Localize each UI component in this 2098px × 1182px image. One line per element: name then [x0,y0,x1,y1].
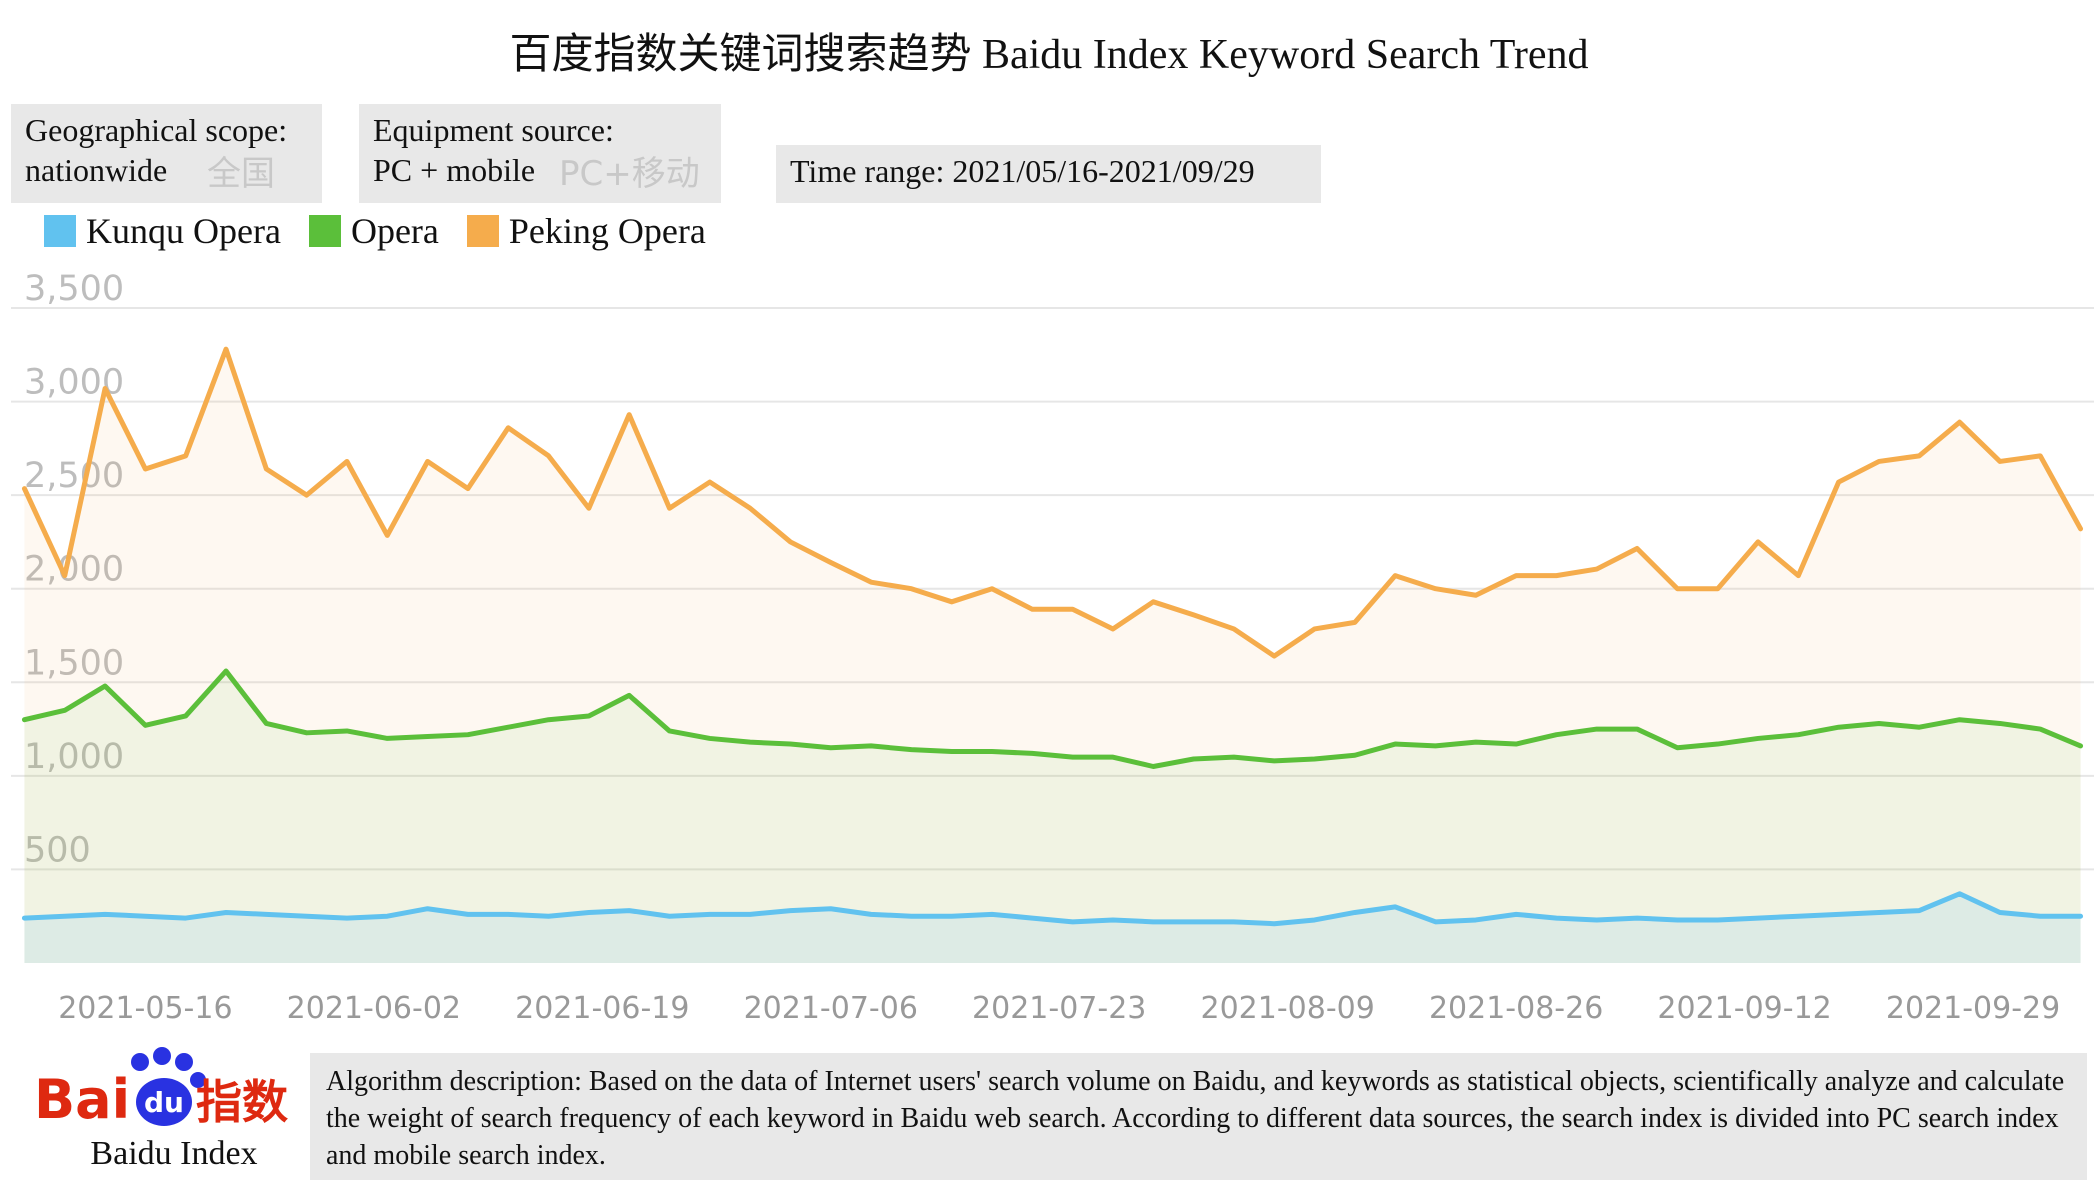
logo-text: 指数 [196,1075,288,1129]
chart: 5001,0001,5002,0002,5003,0003,5002021-05… [11,269,2094,1026]
legend-item: Kunqu Opera [44,210,281,252]
paw-toe [131,1053,149,1071]
paw-toe [175,1053,193,1071]
series-line [21,346,2084,659]
legend-swatch [466,215,499,247]
page-title: 百度指数关键词搜索趋势 Baidu Index Keyword Search T… [509,32,1589,78]
paw-toe [153,1047,171,1065]
filter-box: Time range: 2021/05/16-2021/09/29 [776,145,1321,203]
x-tick-label: 2021-09-12 [1657,991,1831,1026]
x-tick-label: 2021-05-16 [58,991,232,1026]
paw-toe [190,1072,206,1088]
area [24,349,2081,964]
x-tick-label: 2021-06-19 [515,991,689,1026]
legend-label: Kunqu Opera [86,211,281,251]
x-tick-label: 2021-08-26 [1429,991,1603,1026]
y-tick-label: 500 [24,830,91,870]
filter-box: 全国 Geographical scope: nationwide [11,104,322,203]
paw-pad [136,1078,192,1126]
legend-item: Opera [308,210,439,252]
x-tick-label: 2021-06-02 [287,991,461,1026]
area [24,893,2081,963]
filter-line: nationwide [25,152,168,188]
legend-swatch [308,215,341,247]
legend: Kunqu Opera Opera Peking Opera [44,210,706,252]
algorithm-description: Algorithm description: Based on the data… [310,1053,2087,1180]
y-tick-label: 2,500 [24,456,124,496]
filter-line: Geographical scope: [25,112,288,148]
legend-swatch [44,215,76,247]
logo-text: Bai [34,1068,130,1131]
legend-item: Peking Opera [466,210,706,252]
filter-line: Time range: 2021/05/16-2021/09/29 [790,153,1255,189]
x-tick-label: 2021-09-29 [1886,991,2060,1026]
y-tick-label: 2,000 [24,550,124,590]
ghost-text: 全国 [207,154,275,194]
logo-caption: Baidu Index [90,1135,257,1172]
area [24,671,2081,963]
x-tick-label: 2021-08-09 [1200,991,1374,1026]
y-tick-label: 1,000 [24,737,124,777]
filter-line: Equipment source: [373,112,614,148]
filter-box: PC+移动 Equipment source: PC + mobile [359,104,721,203]
x-tick-label: 2021-07-06 [744,991,918,1026]
x-tick-label: 2021-07-23 [972,991,1146,1026]
series-line [21,891,2084,927]
y-tick-label: 3,500 [24,269,124,309]
logo-text: du [144,1086,184,1119]
legend-label: Peking Opera [508,211,706,251]
filter-line: PC + mobile [373,152,536,188]
series-line [21,668,2084,769]
ghost-text: PC+移动 [559,154,700,194]
legend-label: Opera [350,211,439,251]
y-tick-label: 1,500 [24,643,124,683]
logo: Bai du 指数 Baidu Index [34,1047,288,1172]
